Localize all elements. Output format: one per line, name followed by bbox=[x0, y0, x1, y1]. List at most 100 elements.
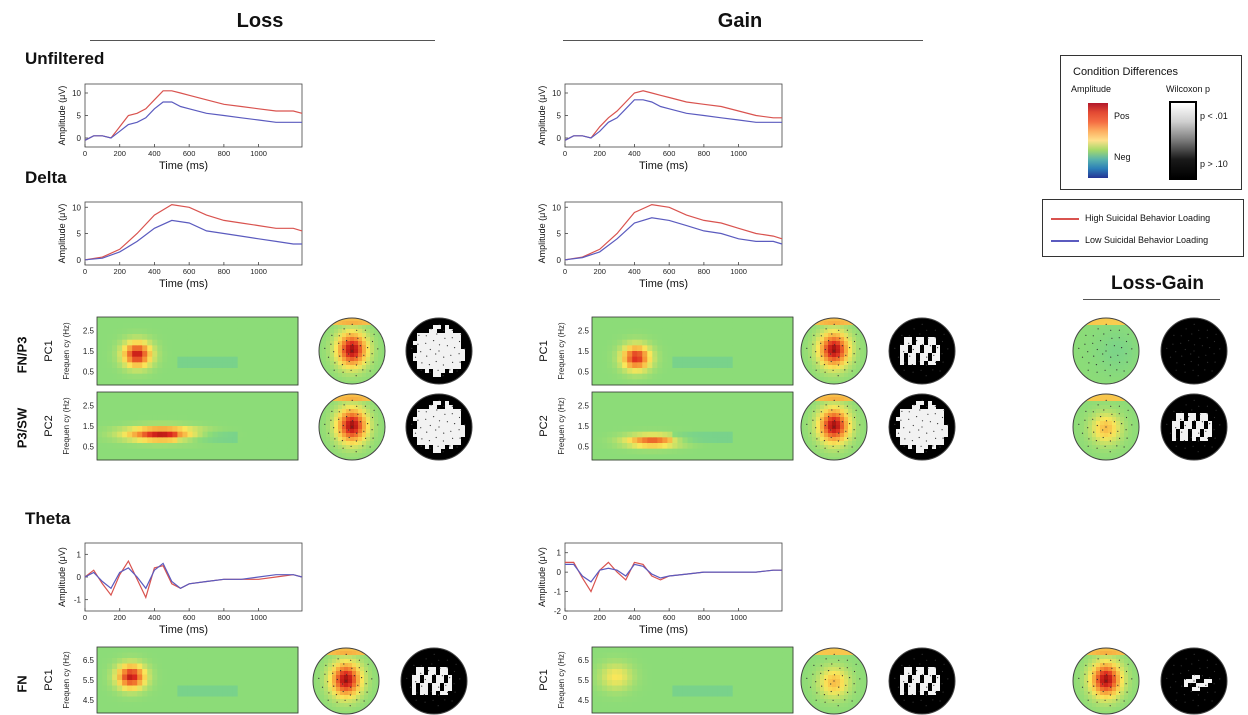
topo-cell bbox=[406, 421, 410, 426]
topo-cell bbox=[409, 377, 414, 382]
topo-cell bbox=[425, 377, 430, 382]
tf-cell bbox=[237, 351, 244, 358]
tf-cell bbox=[767, 674, 774, 681]
electrode-dot bbox=[460, 409, 462, 411]
tf-cell bbox=[697, 368, 704, 375]
tf-cell bbox=[212, 397, 219, 404]
electrode-dot bbox=[825, 328, 827, 330]
topo-cell bbox=[840, 365, 845, 370]
tf-cell bbox=[227, 409, 234, 416]
tf-cell bbox=[757, 707, 764, 714]
topo-cell bbox=[366, 394, 371, 398]
tf-cell bbox=[752, 397, 759, 404]
topo-cell bbox=[346, 449, 351, 454]
tf-cell bbox=[207, 426, 214, 433]
topo-cell bbox=[457, 349, 462, 354]
x-tick-label: 400 bbox=[148, 267, 161, 276]
tf-cell bbox=[187, 674, 193, 681]
y-tick-label: -1 bbox=[74, 596, 82, 605]
topo-cell bbox=[429, 429, 434, 434]
electrode-dot bbox=[435, 436, 437, 439]
topo-cell bbox=[346, 401, 351, 406]
topo-cell bbox=[409, 409, 414, 414]
electrode-dot bbox=[851, 370, 853, 372]
tf-cell bbox=[597, 674, 603, 681]
tf-cell bbox=[262, 397, 269, 404]
tf-cell bbox=[277, 392, 284, 399]
topo-cell bbox=[453, 413, 458, 418]
tf-cell bbox=[142, 443, 148, 450]
topo-cell bbox=[338, 441, 343, 446]
topo-cell bbox=[469, 341, 472, 346]
topo-cell bbox=[350, 381, 355, 384]
tf-cell bbox=[787, 685, 794, 692]
topo-cell bbox=[406, 345, 410, 350]
tf-cell bbox=[647, 669, 653, 675]
topo-cell bbox=[429, 433, 434, 438]
tf-cell bbox=[657, 351, 663, 358]
topo-cell bbox=[920, 341, 925, 346]
tf-cell bbox=[127, 680, 133, 686]
tf-cell bbox=[212, 409, 219, 416]
tf-cell bbox=[612, 409, 618, 416]
tf-cell bbox=[667, 420, 673, 427]
tf-cell bbox=[687, 339, 694, 346]
tf-cell bbox=[632, 409, 638, 416]
topo-cell bbox=[406, 321, 410, 326]
y-tick-label: -2 bbox=[554, 607, 562, 616]
tf-cell bbox=[737, 448, 744, 455]
tf-cell bbox=[752, 317, 759, 324]
tf-cell bbox=[272, 443, 279, 450]
electrode-dot bbox=[456, 446, 458, 448]
tf-cell bbox=[187, 397, 193, 404]
topo-cell bbox=[358, 341, 363, 346]
series-line-high bbox=[84, 559, 303, 600]
topo-cell bbox=[322, 413, 327, 418]
tf-cell bbox=[672, 409, 678, 416]
tf-cell bbox=[592, 431, 598, 438]
topo-cell bbox=[896, 365, 901, 370]
topo-cell bbox=[465, 433, 470, 438]
topo-cell bbox=[924, 333, 929, 338]
tf-cell bbox=[747, 356, 754, 363]
tf-cell bbox=[757, 373, 764, 380]
topo-cell bbox=[848, 353, 853, 358]
tf-cell bbox=[617, 362, 623, 369]
tf-cell bbox=[717, 414, 724, 421]
tf-cell bbox=[242, 658, 249, 664]
topo-cell bbox=[413, 441, 418, 446]
tf-cell bbox=[772, 443, 779, 450]
tf-cell bbox=[292, 669, 299, 675]
tf-cell bbox=[732, 403, 739, 410]
tf-cell bbox=[592, 674, 598, 681]
electrode-dot bbox=[348, 436, 350, 439]
tf-cell bbox=[682, 317, 688, 324]
tf-cell bbox=[172, 368, 178, 375]
topo-cell bbox=[940, 325, 945, 330]
topo-cell bbox=[904, 329, 909, 334]
tf-cell bbox=[757, 663, 764, 670]
electrode-dot bbox=[438, 344, 441, 346]
topo-cell bbox=[406, 381, 410, 384]
tf-cell bbox=[192, 345, 199, 352]
tf-cell bbox=[697, 707, 704, 714]
tf-cell bbox=[692, 431, 699, 438]
topo-cell bbox=[417, 361, 422, 366]
topo-cell bbox=[469, 441, 472, 446]
tf-cell bbox=[757, 414, 764, 421]
tf-cell bbox=[107, 351, 113, 358]
tf-cell bbox=[787, 437, 794, 444]
tf-cell bbox=[202, 691, 209, 697]
tf-cell bbox=[102, 691, 108, 697]
topo-cell bbox=[425, 329, 430, 334]
tf-cell bbox=[182, 437, 188, 444]
tf-cell bbox=[112, 322, 118, 329]
topo-cell bbox=[409, 357, 414, 362]
topo-cell bbox=[378, 429, 383, 434]
tf-cell bbox=[607, 420, 613, 427]
tf-cell bbox=[707, 437, 714, 444]
y-tick-label: 1 bbox=[77, 550, 82, 559]
